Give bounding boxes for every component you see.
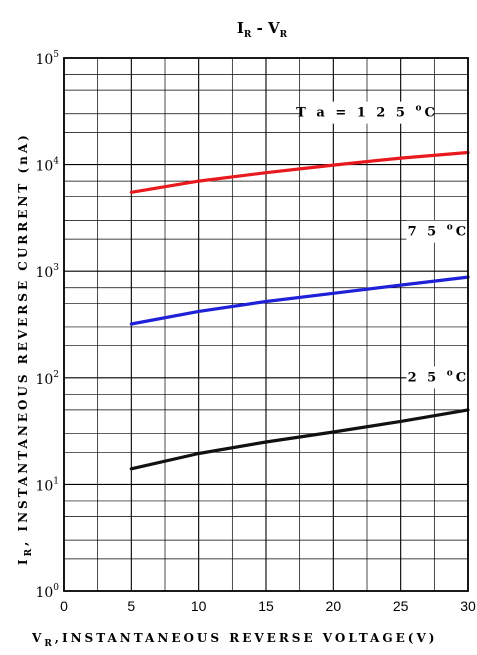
- y-tick-label: 105: [35, 50, 59, 68]
- y-tick-label: 100: [35, 583, 59, 601]
- series-label: T a = 1 2 5 oC: [296, 104, 438, 121]
- x-tick-label: 20: [326, 598, 342, 614]
- x-tick-label: 15: [258, 598, 274, 614]
- series-label: 7 5 oC: [408, 223, 470, 240]
- y-tick-labels: 100 101 102 103 104 105: [35, 50, 59, 601]
- plot-frame: [63, 57, 469, 592]
- x-tick-label: 30: [460, 598, 476, 614]
- y-tick-label: 102: [35, 370, 59, 388]
- series-label: 2 5 oC: [408, 368, 470, 385]
- y-tick-label: 103: [35, 263, 59, 281]
- series-line-0: [129, 150, 470, 194]
- y-tick-label: 101: [35, 476, 59, 494]
- x-axis-label: VR,INSTANTANEOUS REVERSE VOLTAGE(V): [31, 631, 437, 649]
- series-label-bg: [406, 366, 471, 389]
- chart-title: IR - VR: [237, 19, 288, 40]
- series-label-bg: [301, 101, 433, 124]
- series-group: [129, 150, 470, 471]
- x-tick-label: 5: [127, 598, 135, 614]
- grid: [63, 58, 469, 592]
- x-tick-labels: 0 5 10 15 20 25 30: [60, 598, 476, 614]
- x-tick-label: 10: [191, 598, 207, 614]
- series-line-1: [129, 275, 470, 326]
- y-tick-label: 104: [35, 157, 59, 175]
- series-line-2: [129, 408, 470, 471]
- x-tick-label: 0: [60, 598, 68, 614]
- series-labels: T a = 1 2 5 oC 7 5 oC 2 5 oC: [296, 101, 471, 389]
- x-tick-label: 25: [393, 598, 409, 614]
- y-axis-label: IR, INSTANTANEOUS REVERSE CURRENT (nA): [16, 132, 34, 565]
- series-label-bg: [406, 220, 471, 243]
